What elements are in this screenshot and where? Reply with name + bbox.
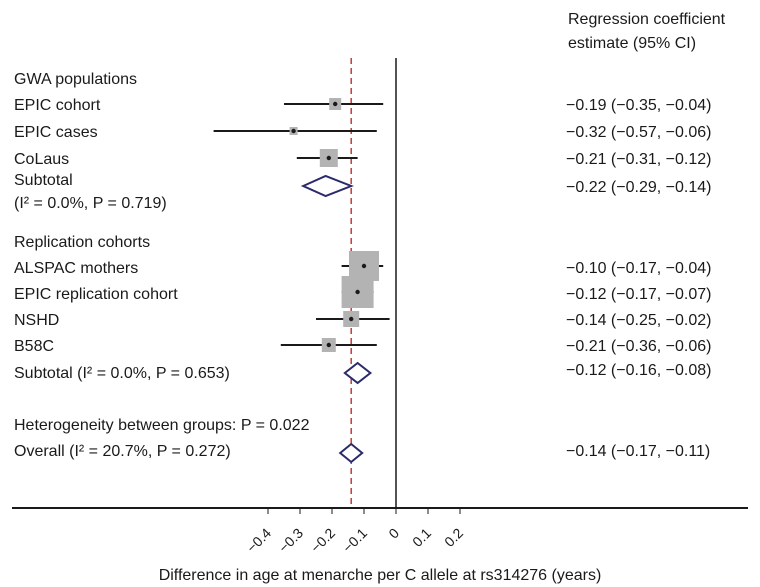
- study-label: NSHD: [14, 312, 59, 329]
- subtotal-estimate: −0.12 (−0.16, −0.08): [566, 362, 711, 379]
- x-tick-label: −0.2: [307, 525, 338, 556]
- study-label: B58C: [14, 338, 54, 355]
- estimate-column-header-line2: estimate (95% CI): [568, 35, 696, 52]
- subtotal-heterogeneity: (I² = 0.0%, P = 0.719): [14, 195, 167, 212]
- study-label: ALSPAC mothers: [14, 260, 138, 277]
- x-tick-label: −0.1: [339, 525, 370, 556]
- study-estimate: −0.10 (−0.17, −0.04): [566, 260, 711, 277]
- subtotal-diamond: [343, 361, 373, 385]
- subtotal-label: Subtotal (I² = 0.0%, P = 0.653): [14, 365, 230, 382]
- study-label: CoLaus: [14, 151, 69, 168]
- study-label: EPIC replication cohort: [14, 286, 178, 303]
- study-estimate: −0.12 (−0.17, −0.07): [566, 286, 711, 303]
- x-tick-label: −0.4: [243, 525, 274, 556]
- overall-estimate: −0.14 (−0.17, −0.11): [566, 443, 710, 460]
- point-estimate: [361, 263, 367, 269]
- study-label: EPIC cases: [14, 124, 98, 141]
- study-label: EPIC cohort: [14, 97, 101, 114]
- heterogeneity-between-groups: Heterogeneity between groups: P = 0.022: [14, 417, 310, 434]
- study-estimate: −0.14 (−0.25, −0.02): [566, 312, 711, 329]
- group-title-replication: Replication cohorts: [14, 234, 150, 251]
- x-tick-label: 0.2: [441, 525, 466, 550]
- point-estimate: [349, 316, 354, 322]
- study-estimate: −0.21 (−0.36, −0.06): [566, 338, 711, 355]
- subtotal-estimate: −0.22 (−0.29, −0.14): [566, 179, 711, 196]
- subtotal-label: Subtotal: [14, 172, 73, 189]
- estimate-column-header-line1: Regression coefficient: [568, 11, 726, 28]
- study-estimate: −0.21 (−0.31, −0.12): [566, 151, 711, 168]
- overall-label: Overall (I² = 20.7%, P = 0.272): [14, 443, 231, 460]
- x-tick-label: −0.3: [275, 525, 306, 556]
- point-estimate: [326, 155, 331, 161]
- point-estimate: [291, 128, 296, 134]
- overall-diamond: [338, 442, 364, 464]
- point-estimate: [326, 342, 331, 348]
- x-axis-label: Difference in age at menarche per C alle…: [159, 567, 602, 584]
- x-tick-label: 0: [385, 525, 402, 542]
- study-estimate: −0.32 (−0.57, −0.06): [566, 124, 711, 141]
- subtotal-diamond: [300, 174, 354, 198]
- point-estimate: [355, 289, 360, 295]
- point-estimate: [333, 101, 338, 107]
- study-estimate: −0.19 (−0.35, −0.04): [566, 97, 711, 114]
- x-tick-label: 0.1: [409, 525, 434, 550]
- group-title-gwa: GWA populations: [14, 71, 137, 88]
